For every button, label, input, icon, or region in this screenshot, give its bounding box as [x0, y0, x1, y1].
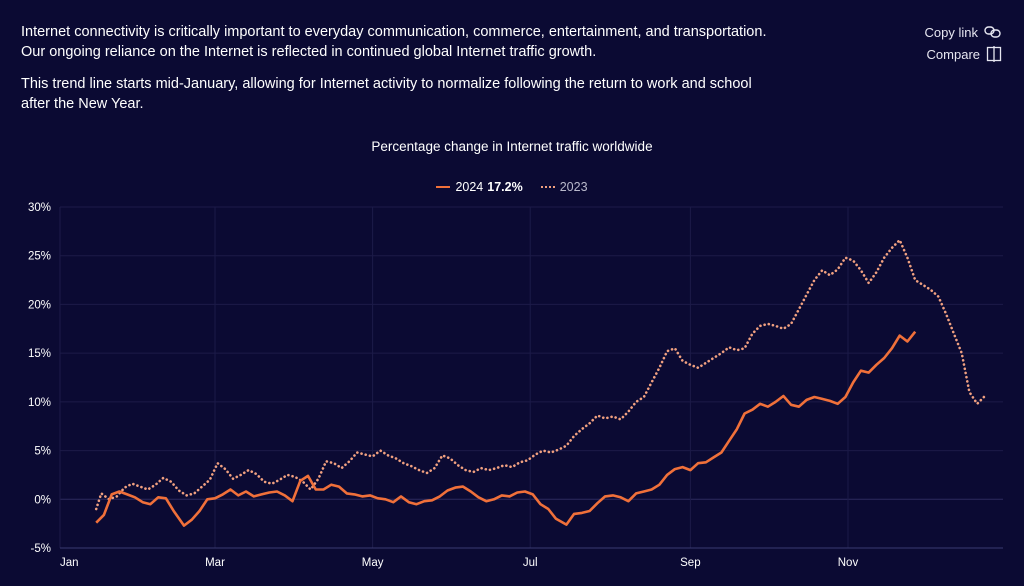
x-axis-ticks: Jan Mar May Jul Sep Nov	[60, 557, 858, 569]
y-tick-label: 20%	[28, 299, 51, 311]
x-tick-label: Jul	[523, 557, 538, 569]
x-tick-label: Sep	[680, 557, 700, 569]
x-tick-label: Jan	[60, 557, 79, 569]
y-tick-label: 10%	[28, 397, 51, 409]
intro-text: Internet connectivity is critically impo…	[21, 22, 781, 126]
legend-name-2023: 2023	[559, 180, 588, 194]
y-tick-label: 15%	[28, 348, 51, 360]
y-tick-label: -5%	[31, 543, 51, 555]
y-axis-ticks: 30% 25% 20% 15% 10% 5% 0% -5%	[28, 202, 51, 555]
traffic-line-chart: 30% 25% 20% 15% 10% 5% 0% -5% Jan Mar May Jul Sep No…	[28, 202, 1003, 569]
chart-title: Percentage change in Internet traffic wo…	[371, 139, 653, 154]
legend-item-2024[interactable]: 2024 17.2%	[436, 180, 523, 194]
chart-actions: Copy link Compare	[892, 22, 1002, 66]
legend-swatch-2024	[436, 186, 451, 188]
copy-link-button[interactable]: Copy link	[892, 22, 1002, 42]
copy-link-label: Copy link	[924, 24, 978, 40]
chart-legend: 2024 17.2% 2023	[0, 180, 1024, 194]
compare-icon	[986, 46, 1002, 62]
y-tick-label: 30%	[28, 202, 51, 214]
series-line-2024	[95, 330, 917, 527]
x-tick-label: Nov	[838, 557, 859, 569]
x-tick-label: Mar	[205, 557, 225, 569]
legend-swatch-2023	[540, 186, 555, 188]
x-tick-label: May	[362, 557, 384, 569]
legend-value-2024: 17.2%	[487, 180, 523, 194]
compare-button[interactable]: Compare	[892, 44, 1002, 64]
chart-grid	[59, 206, 1003, 549]
legend-item-2023[interactable]: 2023	[540, 180, 588, 194]
intro-paragraph-1: Internet connectivity is critically impo…	[21, 24, 767, 60]
compare-label: Compare	[926, 46, 980, 62]
link-icon	[984, 26, 1001, 38]
y-tick-label: 5%	[34, 446, 51, 458]
series-line-2023	[94, 237, 987, 511]
intro-paragraph-2: This trend line starts mid-January, allo…	[21, 76, 752, 112]
y-tick-label: 0%	[34, 494, 51, 506]
legend-name-2024: 2024	[455, 180, 484, 194]
y-tick-label: 25%	[28, 251, 51, 263]
